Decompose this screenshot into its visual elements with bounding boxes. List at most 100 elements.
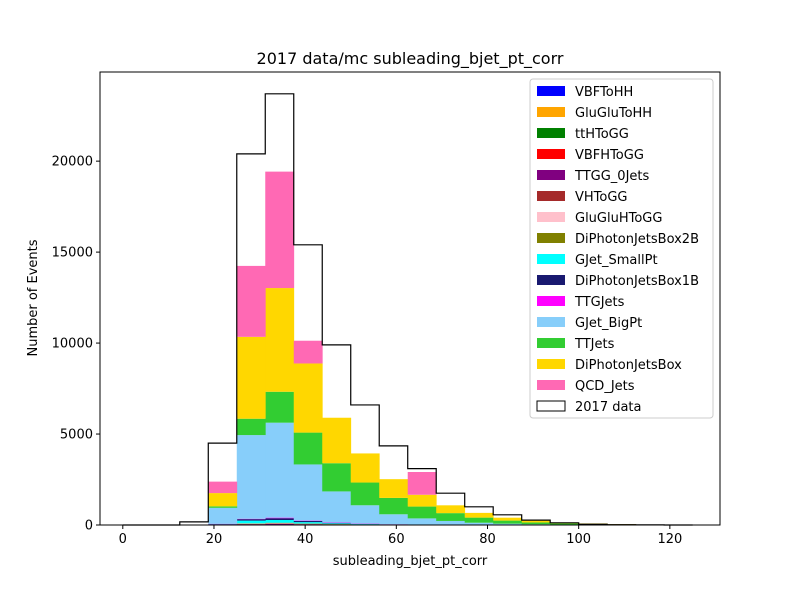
- legend-swatch-vbfhtogg: [537, 149, 565, 159]
- bar-ttjets: [236, 418, 266, 436]
- series-gjet-bigpt: [208, 422, 694, 526]
- bar-diphotonjetsbox: [436, 505, 466, 514]
- legend-swatch-ttgjets: [537, 296, 565, 306]
- bar-ttgjets: [265, 517, 295, 519]
- bar-diphotonjetsbox: [379, 479, 409, 498]
- bar-ttjets: [350, 482, 380, 506]
- legend-swatch-gjet-smallpt: [537, 254, 565, 264]
- bar-gjet-bigpt: [379, 514, 409, 525]
- legend-swatch-diphotonjetsbox: [537, 359, 565, 369]
- bar-diphotonjetsbox: [521, 520, 551, 523]
- data-histogram: [122, 93, 693, 526]
- legend-label-vbftohh: VBFToHH: [575, 85, 633, 100]
- bar-diphotonjetsbox: [208, 493, 238, 507]
- bar-diphotonjetsbox1b: [293, 521, 323, 523]
- bar-diphotonjetsbox: [265, 288, 295, 392]
- legend-label-glugluhtogg: GluGluHToGG: [575, 211, 662, 226]
- bar-gjet-bigpt: [265, 422, 295, 518]
- stacked-histogram: [208, 171, 694, 526]
- x-tick-label: 60: [388, 532, 405, 547]
- bar-diphotonjetsbox: [236, 336, 266, 419]
- bar-ttjets: [407, 506, 437, 519]
- legend-label-ttjets: TTJets: [574, 337, 615, 352]
- legend-swatch-diphotonjetsbox2b: [537, 233, 565, 243]
- bar-gjet-smallpt: [265, 520, 295, 523]
- bar-gjet-bigpt: [236, 435, 266, 519]
- series-diphotonjetsbox: [208, 288, 694, 526]
- legend-swatch-glugluhtogg: [537, 212, 565, 222]
- y-axis-label: Number of Events: [26, 239, 41, 356]
- bar-gjet-smallpt: [236, 520, 266, 524]
- legend-label-2017-data: 2017 data: [575, 400, 642, 415]
- legend-swatch-vhtogg: [537, 191, 565, 201]
- bar-diphotonjetsbox: [493, 517, 523, 521]
- x-tick-label: 100: [566, 532, 591, 547]
- x-tick-label: 0: [119, 532, 127, 547]
- legend-label-diphotonjetsbox1b: DiPhotonJetsBox1B: [575, 274, 699, 289]
- bar-ttjets: [493, 520, 523, 524]
- legend-swatch-ttgg-0jets: [537, 170, 565, 180]
- legend-label-gluglutohh: GluGluToHH: [575, 106, 652, 121]
- bar-gjet-bigpt: [464, 522, 494, 525]
- bar-diphotonjetsbox: [407, 494, 437, 507]
- bar-gjet-bigpt: [208, 507, 238, 524]
- legend-label-diphotonjetsbox: DiPhotonJetsBox: [575, 358, 682, 373]
- bar-gjet-bigpt: [350, 505, 380, 524]
- bar-gjet-bigpt: [293, 464, 323, 521]
- bar-diphotonjetsbox1b: [236, 519, 266, 521]
- bar-ttgg-0jets: [265, 523, 295, 525]
- bar-diphotonjetsbox1b: [322, 522, 352, 524]
- bar-gjet-bigpt: [493, 523, 523, 525]
- y-tick-label: 20000: [52, 155, 93, 170]
- legend-label-tthtogg: ttHToGG: [575, 127, 629, 142]
- legend-swatch-2017-data: [536, 400, 566, 412]
- legend-swatch-vbftohh: [537, 86, 565, 96]
- legend-swatch-qcd-jets: [537, 380, 565, 390]
- legend-swatch-gluglutohh: [537, 107, 565, 117]
- x-tick-label: 40: [297, 532, 314, 547]
- bar-gjet-bigpt: [436, 520, 466, 525]
- legend-label-vhtogg: VHToGG: [575, 190, 628, 205]
- y-tick-label: 15000: [52, 246, 93, 261]
- bar-ttjets: [208, 506, 238, 508]
- bar-ttjets: [521, 522, 551, 525]
- legend-label-vbfhtogg: VBFHToGG: [575, 148, 644, 163]
- bar-ttjets: [436, 513, 466, 521]
- bar-ttjets: [464, 517, 494, 523]
- series-qcd-jets: [208, 171, 437, 495]
- bar-diphotonjetsbox: [464, 512, 494, 518]
- bar-gjet-bigpt: [407, 518, 437, 525]
- bar-diphotonjetsbox: [293, 363, 323, 433]
- plot-frame: [99, 71, 721, 526]
- data-step-line: [122, 93, 693, 526]
- legend-label-qcd-jets: QCD_Jets: [575, 379, 635, 394]
- legend: VBFToHH GluGluToHH ttHToGG VBFHToGG TTGG_0Je…: [529, 78, 714, 419]
- x-axis-label: subleading_bjet_pt_corr: [333, 554, 488, 569]
- bar-ttjets: [293, 432, 323, 465]
- bar-gjet-bigpt: [322, 491, 352, 523]
- x-tick-label: 20: [206, 532, 223, 547]
- x-tick-label: 120: [657, 532, 682, 547]
- bar-ttgg-0jets: [236, 524, 266, 525]
- x-tick-label: 80: [479, 532, 496, 547]
- legend-label-gjet-bigpt: GJet_BigPt: [575, 316, 642, 331]
- legend-box: [529, 78, 714, 419]
- bar-qcd-jets: [265, 171, 295, 289]
- chart-title: 2017 data/mc subleading_bjet_pt_corr: [257, 49, 564, 69]
- legend-label-diphotonjetsbox2b: DiPhotonJetsBox2B: [575, 232, 699, 247]
- y-tick-label: 5000: [60, 428, 93, 443]
- bar-diphotonjetsbox: [350, 453, 380, 483]
- bar-ttjets: [379, 497, 409, 515]
- bar-ttjets: [322, 463, 352, 492]
- bar-diphotonjetsbox: [322, 417, 352, 464]
- legend-swatch-gjet-bigpt: [537, 317, 565, 327]
- x-axis: 0 20 40 60 80 100 120: [119, 525, 682, 547]
- bar-qcd-jets: [236, 265, 266, 337]
- bar-qcd-jets: [208, 481, 238, 494]
- series-ttjets: [208, 391, 694, 526]
- bar-diphotonjetsbox1b: [265, 518, 295, 521]
- bar-ttjets: [550, 523, 580, 525]
- bar-gjet-smallpt: [322, 523, 352, 525]
- legend-label-ttgg-0jets: TTGG_0Jets: [574, 169, 650, 184]
